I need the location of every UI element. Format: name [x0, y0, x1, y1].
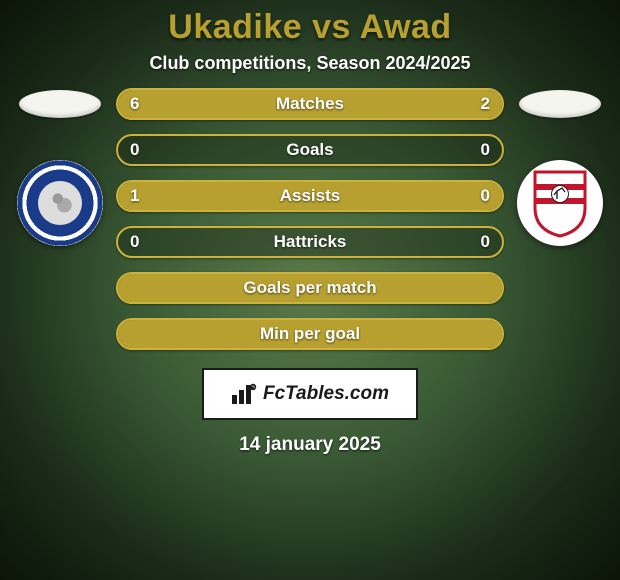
stat-label: Matches [276, 94, 344, 114]
footer-date: 14 january 2025 [239, 434, 381, 456]
player-avatar-right [519, 90, 601, 118]
stat-row: 1 0 Assists [116, 180, 504, 212]
stat-row: Min per goal [116, 318, 504, 350]
stat-value-left: 6 [130, 94, 139, 114]
stat-row: Goals per match [116, 272, 504, 304]
stat-value-left: 0 [130, 140, 139, 160]
stat-label: Min per goal [260, 324, 360, 344]
page-title: Ukadike vs Awad [168, 8, 451, 47]
player-avatar-left [19, 90, 101, 118]
stat-value-right: 0 [481, 140, 490, 160]
stat-fill-left [118, 90, 406, 118]
brand-badge: FcTables.com [202, 368, 418, 420]
stat-label: Goals [286, 140, 333, 160]
stat-label: Goals per match [243, 278, 376, 298]
stat-value-left: 0 [130, 232, 139, 252]
page-subtitle: Club competitions, Season 2024/2025 [149, 53, 470, 74]
stat-row: 6 2 Matches [116, 88, 504, 120]
stat-value-right: 0 [481, 186, 490, 206]
stat-value-left: 1 [130, 186, 139, 206]
stat-value-right: 0 [481, 232, 490, 252]
stat-row: 0 0 Hattricks [116, 226, 504, 258]
stat-row: 0 0 Goals [116, 134, 504, 166]
right-player-column [510, 88, 610, 246]
stat-label: Hattricks [274, 232, 347, 252]
club-badge-right [517, 160, 603, 246]
stat-value-right: 2 [481, 94, 490, 114]
fctables-logo-icon [231, 383, 257, 405]
stat-bars: 6 2 Matches 0 0 Goals 1 0 Assists 0 0 Hattricks Goal… [110, 88, 510, 350]
main-row: 6 2 Matches 0 0 Goals 1 0 Assists 0 0 Hattricks Goal… [0, 88, 620, 350]
brand-text: FcTables.com [263, 383, 389, 405]
comparison-card: Ukadike vs Awad Club competitions, Seaso… [0, 0, 620, 580]
left-player-column [10, 88, 110, 246]
zamalek-shield-icon [531, 168, 589, 238]
club-badge-left [17, 160, 103, 246]
stat-label: Assists [280, 186, 340, 206]
